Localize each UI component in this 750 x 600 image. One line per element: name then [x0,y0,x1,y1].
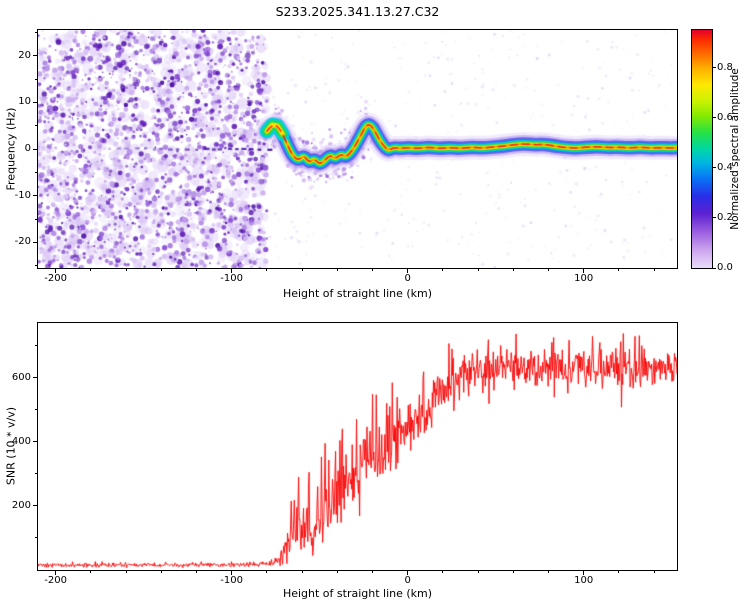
x-tick-label: -200 [44,575,67,586]
x-minor-tick [371,269,373,271]
spectrogram-canvas [38,30,677,268]
colorbar-tick [713,267,716,269]
colorbar-tick-label: 0.0 [717,262,733,273]
snr-x-axis-label: Height of straight line (km) [282,587,433,600]
x-minor-tick [442,571,444,573]
x-minor-tick [160,571,162,573]
y-tick-label: 10 [18,96,31,108]
x-minor-tick [125,269,127,271]
x-tick [55,571,57,575]
x-tick [407,571,409,575]
figure-title: S233.2025.341.13.27.C32 [275,4,440,19]
x-minor-tick [618,571,620,573]
x-minor-tick [477,571,479,573]
x-tick-label: 0 [404,273,411,284]
snr-y-axis-label: SNR (10 * v/v) [4,406,18,486]
x-minor-tick [301,571,303,573]
x-tick [231,571,233,575]
x-minor-tick [547,269,549,271]
y-tick-label: 600 [11,371,31,383]
x-minor-tick [547,571,549,573]
x-minor-tick [477,269,479,271]
x-tick-label: 0 [404,575,411,586]
colorbar [691,29,713,269]
x-minor-tick [195,269,197,271]
y-tick-label: -10 [14,189,31,201]
spectrogram-y-axis-label: Frequency (Hz) [4,107,18,191]
x-minor-tick [618,269,620,271]
x-tick [407,269,409,273]
x-minor-tick [266,269,268,271]
colorbar-label: Normalized spectral amplitude [729,68,741,230]
x-minor-tick [371,571,373,573]
x-tick [231,269,233,273]
x-minor-tick [336,571,338,573]
x-minor-tick [512,269,514,271]
x-minor-tick [442,269,444,271]
x-minor-tick [160,269,162,271]
x-minor-tick [266,571,268,573]
x-minor-tick [125,571,127,573]
colorbar-tick [713,117,716,119]
x-minor-tick [512,571,514,573]
colorbar-tick [713,167,716,169]
snr-panel [37,322,678,571]
x-minor-tick [195,571,197,573]
x-tick-label: 100 [574,575,594,586]
y-tick-label: -20 [14,236,31,248]
x-tick-label: 100 [574,273,594,284]
x-minor-tick [336,269,338,271]
x-minor-tick [90,269,92,271]
x-tick-label: -200 [44,273,67,284]
x-minor-tick [90,571,92,573]
x-tick [583,269,585,273]
x-tick [55,269,57,273]
x-minor-tick [301,269,303,271]
spectrogram-panel [37,29,678,269]
y-tick-label: 200 [11,499,31,511]
x-tick [583,571,585,575]
spectrogram-x-axis-label: Height of straight line (km) [282,287,433,300]
colorbar-tick [713,67,716,69]
snr-canvas [38,323,677,570]
colorbar-gradient [692,30,712,268]
x-minor-tick [653,571,655,573]
x-tick-label: -100 [220,273,243,284]
x-tick-label: -100 [220,575,243,586]
y-tick-label: 20 [18,49,31,61]
x-minor-tick [653,269,655,271]
colorbar-tick [713,217,716,219]
